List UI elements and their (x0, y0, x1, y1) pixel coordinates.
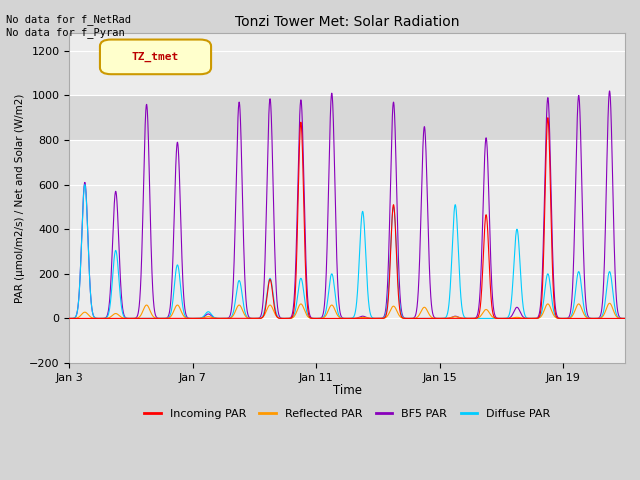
Bar (69, 96, 625, 140)
Legend: Incoming PAR, Reflected PAR, BF5 PAR, Diffuse PAR: Incoming PAR, Reflected PAR, BF5 PAR, Di… (140, 405, 555, 423)
Text: No data for f_NetRad
No data for f_Pyran: No data for f_NetRad No data for f_Pyran (6, 14, 131, 38)
Y-axis label: PAR (μmol/m2/s) / Net and Solar (W/m2): PAR (μmol/m2/s) / Net and Solar (W/m2) (15, 93, 25, 303)
FancyBboxPatch shape (100, 39, 211, 74)
Title: Tonzi Tower Met: Solar Radiation: Tonzi Tower Met: Solar Radiation (235, 15, 460, 29)
X-axis label: Time: Time (333, 384, 362, 397)
Text: TZ_tmet: TZ_tmet (132, 52, 179, 62)
